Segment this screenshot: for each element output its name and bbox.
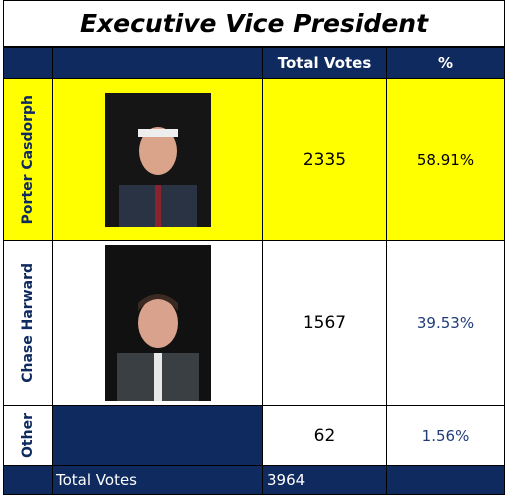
- footer-cell: [386, 465, 505, 495]
- votes-cell: 1567: [262, 240, 387, 406]
- photo-cell: [52, 240, 263, 406]
- header-cell: [3, 47, 53, 79]
- header-cell: [52, 47, 263, 79]
- results-table: Executive Vice President Total Votes % P…: [0, 0, 505, 495]
- name-cell: Other: [3, 405, 53, 466]
- percent-cell: 58.91%: [386, 78, 505, 241]
- candidate-photo: [105, 93, 211, 227]
- name-cell: Porter Casdorph: [3, 78, 53, 241]
- table-title: Executive Vice President: [3, 0, 505, 47]
- header-percent: %: [386, 47, 505, 79]
- candidate-name: Porter Casdorph: [20, 95, 36, 224]
- name-cell: Chase Harward: [3, 240, 53, 406]
- votes-cell: 62: [262, 405, 387, 466]
- photo-cell: [52, 405, 263, 466]
- votes-cell: 2335: [262, 78, 387, 241]
- percent-cell: 39.53%: [386, 240, 505, 406]
- candidate-photo: [105, 245, 211, 401]
- percent-cell: 1.56%: [386, 405, 505, 466]
- footer-cell: [3, 465, 53, 495]
- photo-cell: [52, 78, 263, 241]
- footer-label: Total Votes: [52, 465, 263, 495]
- footer-total: 3964: [262, 465, 387, 495]
- candidate-name: Other: [20, 413, 36, 458]
- header-votes: Total Votes: [262, 47, 387, 79]
- candidate-name: Chase Harward: [20, 263, 36, 383]
